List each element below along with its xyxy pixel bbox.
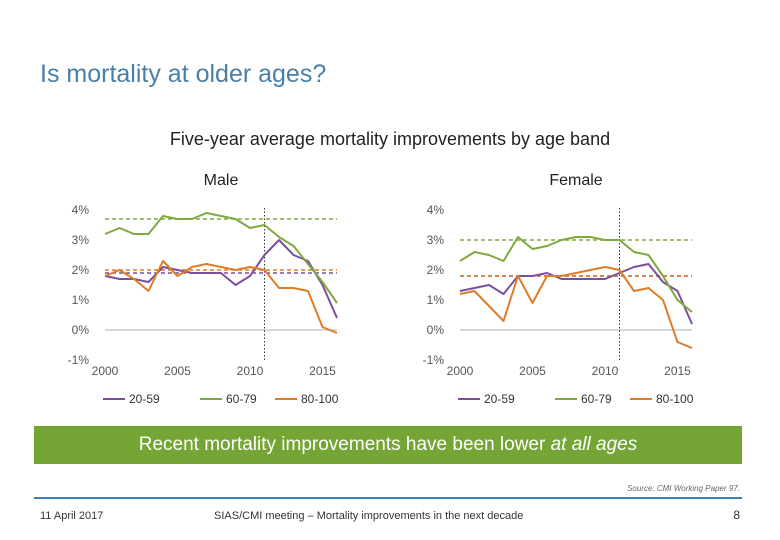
panel-label-female: Female xyxy=(549,172,602,189)
legend-label-20-59: 20-59 xyxy=(484,392,515,406)
series-line-20-59 xyxy=(459,263,693,325)
y-tick-label: 1% xyxy=(72,293,90,307)
series-line-80-100 xyxy=(459,266,693,349)
key-message-banner: Recent mortality improvements have been … xyxy=(34,426,742,464)
x-tick-label: 2005 xyxy=(164,364,191,378)
x-tick-label: 2015 xyxy=(309,364,336,378)
chart-title: Five-year average mortality improvements… xyxy=(169,129,611,149)
page-number: 8 xyxy=(733,508,740,522)
series-line-20-59 xyxy=(104,239,338,319)
x-tick-label: 2010 xyxy=(237,364,264,378)
x-tick-label: 2000 xyxy=(447,364,474,378)
y-tick-label: 4% xyxy=(72,203,90,217)
male-chart: Male -1% 0% 1% 2% 3% 4% 2000 2005 2010 2015 20-59 60… xyxy=(68,172,339,406)
y-tick-label: -1% xyxy=(423,353,445,367)
y-tick-label: 0% xyxy=(427,323,445,337)
female-chart: Female -1% 0% 1% 2% 3% 4% 2000 2005 2010 2015 20-59… xyxy=(423,172,694,406)
x-tick-label: 2005 xyxy=(519,364,546,378)
x-tick-label: 2010 xyxy=(592,364,619,378)
footer-meeting: SIAS/CMI meeting – Mortality improvement… xyxy=(214,510,524,522)
series-line-60-79 xyxy=(459,236,693,313)
x-tick-label: 2000 xyxy=(92,364,119,378)
banner-emphasis: at all ages xyxy=(550,434,638,455)
footer-divider xyxy=(34,497,742,499)
x-tick-label: 2015 xyxy=(664,364,691,378)
legend-label-20-59: 20-59 xyxy=(129,392,160,406)
y-tick-label: 1% xyxy=(427,293,445,307)
legend-label-80-100: 80-100 xyxy=(301,392,339,406)
footer-date: 11 April 2017 xyxy=(40,510,104,522)
y-tick-label: -1% xyxy=(68,353,90,367)
legend-label-60-79: 60-79 xyxy=(226,392,257,406)
series-line-60-79 xyxy=(104,212,338,304)
y-tick-label: 2% xyxy=(72,263,90,277)
legend-label-80-100: 80-100 xyxy=(656,392,694,406)
y-tick-label: 3% xyxy=(72,233,90,247)
panel-label-male: Male xyxy=(204,172,239,189)
banner-text: Recent mortality improvements have been … xyxy=(138,434,551,455)
y-tick-label: 4% xyxy=(427,203,445,217)
y-tick-label: 0% xyxy=(72,323,90,337)
y-tick-label: 3% xyxy=(427,233,445,247)
source-note: Source: CMI Working Paper 97. xyxy=(627,484,740,493)
series-line-80-100 xyxy=(104,260,338,334)
y-tick-label: 2% xyxy=(427,263,445,277)
slide-title: Is mortality at older ages? xyxy=(40,60,327,88)
legend-label-60-79: 60-79 xyxy=(581,392,612,406)
